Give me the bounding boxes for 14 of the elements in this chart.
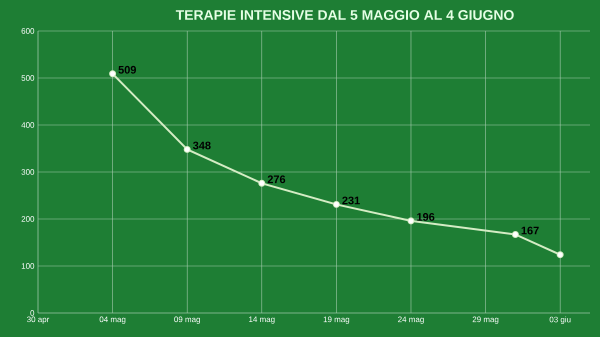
data-label: 167: [522, 226, 539, 234]
point: [512, 231, 519, 238]
chart-title: TERAPIE INTENSIVE DAL 5 MAGGIO AL 4 GIUGNO: [176, 10, 514, 20]
point: [332, 200, 340, 208]
point: [258, 180, 266, 187]
point: [184, 146, 191, 153]
data-label: 231: [342, 196, 360, 204]
data-label: 196: [417, 213, 434, 221]
point: [109, 70, 116, 78]
data-label: 348: [192, 142, 211, 150]
point: [407, 217, 414, 224]
data-label: 276: [268, 175, 286, 184]
point: [556, 251, 564, 258]
data-label: 509: [118, 66, 136, 74]
